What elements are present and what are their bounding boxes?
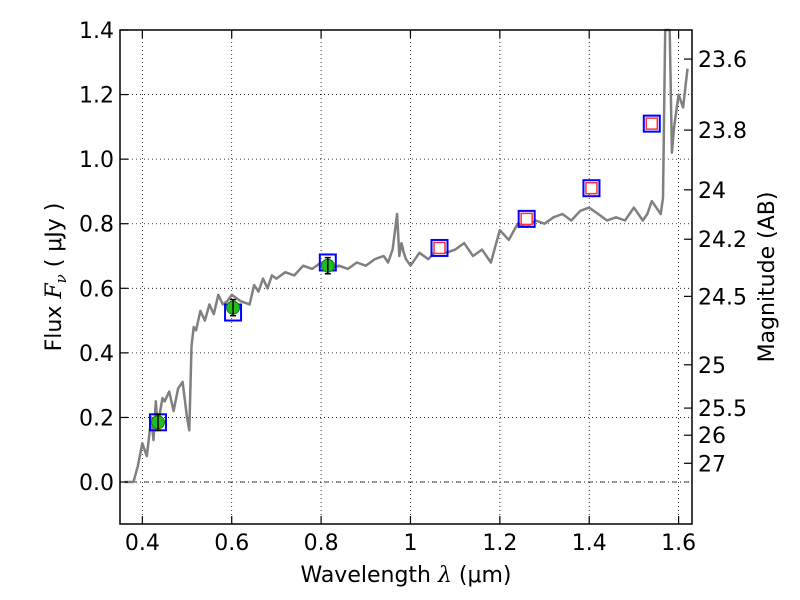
model-flux-marker bbox=[642, 114, 661, 133]
y-tick-label: 0.6 bbox=[79, 277, 114, 302]
x-tick-label: 1.6 bbox=[661, 531, 696, 556]
y-tick-label: 1.0 bbox=[79, 148, 114, 173]
y-tick-label: 1.2 bbox=[79, 84, 114, 109]
x-tick-label: 0.4 bbox=[125, 531, 160, 556]
y2-tick-label: 23.6 bbox=[698, 48, 747, 73]
spectrum-layer bbox=[124, 28, 689, 484]
y2-tick-label: 24.5 bbox=[698, 285, 747, 310]
markers-layer bbox=[148, 114, 661, 432]
x-tick-label: 1 bbox=[403, 531, 417, 556]
grid bbox=[120, 29, 692, 524]
x-tick-label: 0.8 bbox=[304, 531, 339, 556]
model-flux-marker bbox=[582, 179, 601, 198]
y2-tick-label: 27 bbox=[698, 452, 726, 477]
predicted-flux-marker bbox=[645, 117, 659, 130]
y-tick-label: 0.8 bbox=[79, 213, 114, 238]
x-tick-label: 0.6 bbox=[214, 531, 249, 556]
x-tick-label: 1.2 bbox=[482, 531, 517, 556]
model-flux-marker bbox=[517, 209, 536, 228]
y-tick-label: 0.0 bbox=[79, 471, 114, 496]
ticks-layer: 0.4 0.6 0.8 1 1.2 1.4 1.6 0.0 0.2 0.4 0.6 0.8 1.0 1.2… bbox=[79, 19, 747, 556]
y2-tick-label: 25 bbox=[698, 354, 726, 379]
x-tick-label: 1.4 bbox=[572, 531, 607, 556]
y-axis-label: Flux Fν ( μJy ) bbox=[42, 203, 70, 352]
y2-tick-label: 24 bbox=[698, 179, 726, 204]
y-tick-label: 0.2 bbox=[79, 406, 114, 431]
spectrum-line bbox=[124, 28, 689, 484]
y2-tick-label: 24.2 bbox=[698, 228, 747, 253]
x-axis-label: Wavelength λ (μm) bbox=[300, 563, 511, 588]
predicted-flux-marker bbox=[433, 241, 446, 255]
y-tick-label: 0.4 bbox=[79, 342, 114, 367]
y-tick-label: 1.4 bbox=[79, 19, 114, 44]
model-flux-marker bbox=[430, 238, 449, 257]
y2-tick-label: 25.5 bbox=[698, 397, 747, 422]
y2-tick-label: 26 bbox=[698, 424, 726, 449]
predicted-flux-marker bbox=[585, 181, 598, 195]
predicted-flux-marker bbox=[520, 212, 533, 226]
y2-axis-label: Magnitude (AB) bbox=[755, 192, 780, 363]
plot-frame bbox=[119, 29, 693, 525]
y2-tick-label: 23.8 bbox=[698, 119, 747, 144]
